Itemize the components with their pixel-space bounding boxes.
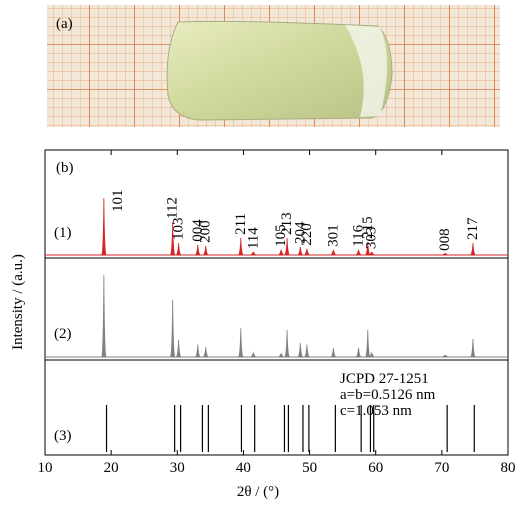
peak-label: 101 — [110, 190, 126, 213]
peak — [202, 347, 209, 358]
x-tick-label: 50 — [302, 460, 317, 476]
peak — [175, 243, 182, 256]
peak — [469, 338, 476, 358]
x-tick-label: 30 — [170, 460, 185, 476]
peak — [355, 249, 362, 256]
peak — [364, 329, 371, 358]
crystal-facet — [345, 25, 387, 117]
peak-label: 211 — [233, 213, 249, 235]
x-tick-label: 60 — [368, 460, 383, 476]
peak — [330, 249, 337, 256]
peak — [194, 344, 201, 358]
annotation: JCPD 27-1251 — [340, 371, 429, 387]
peak — [237, 237, 244, 256]
peak-label: 116 — [351, 224, 367, 246]
peak-label: 204 — [292, 221, 308, 244]
x-tick-label: 10 — [38, 460, 53, 476]
peak-label: 215 — [360, 216, 376, 239]
peak-label: 200 — [198, 220, 214, 243]
peak-label: 112 — [165, 197, 181, 219]
xrd-plot: (b) 2θ / (°) Intensity / (a.u.) JCPD 27-… — [10, 149, 516, 500]
plot-frame — [44, 149, 509, 456]
peak-label: 004 — [190, 219, 206, 242]
peak — [303, 248, 310, 256]
peak — [442, 354, 449, 358]
x-tick-label: 80 — [501, 460, 516, 476]
peak — [330, 347, 337, 358]
peak — [100, 197, 107, 256]
peak — [250, 351, 257, 358]
peak — [284, 237, 291, 256]
photo: (a) — [47, 5, 500, 127]
x-axis-label: 2θ / (°) — [237, 484, 279, 500]
peak — [202, 245, 209, 256]
peak — [175, 339, 182, 358]
peak-label: 103 — [171, 218, 187, 241]
peak — [100, 274, 107, 358]
peak — [278, 352, 285, 358]
peak-label: 217 — [465, 217, 481, 240]
peak — [297, 343, 304, 358]
peak — [469, 243, 476, 256]
x-tick-label: 20 — [104, 460, 119, 476]
annotation: c=1.053 nm — [340, 403, 412, 419]
peak — [355, 347, 362, 358]
peak-label: 301 — [325, 224, 341, 247]
x-tick-label: 40 — [236, 460, 251, 476]
peak-label: 114 — [245, 227, 261, 249]
x-tick-label: 70 — [434, 460, 449, 476]
peak-label: 303 — [364, 227, 380, 250]
peak — [194, 244, 201, 256]
series-label: (1) — [54, 225, 72, 241]
panel-label: (b) — [56, 160, 74, 176]
peak — [364, 241, 371, 256]
peak — [368, 351, 375, 358]
peak — [284, 329, 291, 358]
series-label: (2) — [54, 326, 72, 342]
y-axis-label: Intensity / (a.u.) — [10, 254, 26, 350]
peak — [297, 246, 304, 256]
peak — [278, 249, 285, 256]
peak — [303, 344, 310, 358]
peak — [169, 299, 176, 358]
peak — [368, 251, 375, 256]
crystal — [166, 20, 393, 121]
annotation: a=b=0.5126 nm — [340, 387, 436, 403]
photo-label: (a) — [56, 16, 73, 32]
peak-label: 105 — [273, 224, 289, 247]
peak — [250, 251, 257, 256]
peak — [169, 221, 176, 256]
peak — [442, 253, 449, 256]
peak-label: 213 — [279, 212, 295, 235]
peak-label: 220 — [299, 223, 315, 246]
peak — [237, 328, 244, 358]
peak-label: 008 — [437, 228, 453, 251]
series-label: (3) — [54, 428, 72, 444]
